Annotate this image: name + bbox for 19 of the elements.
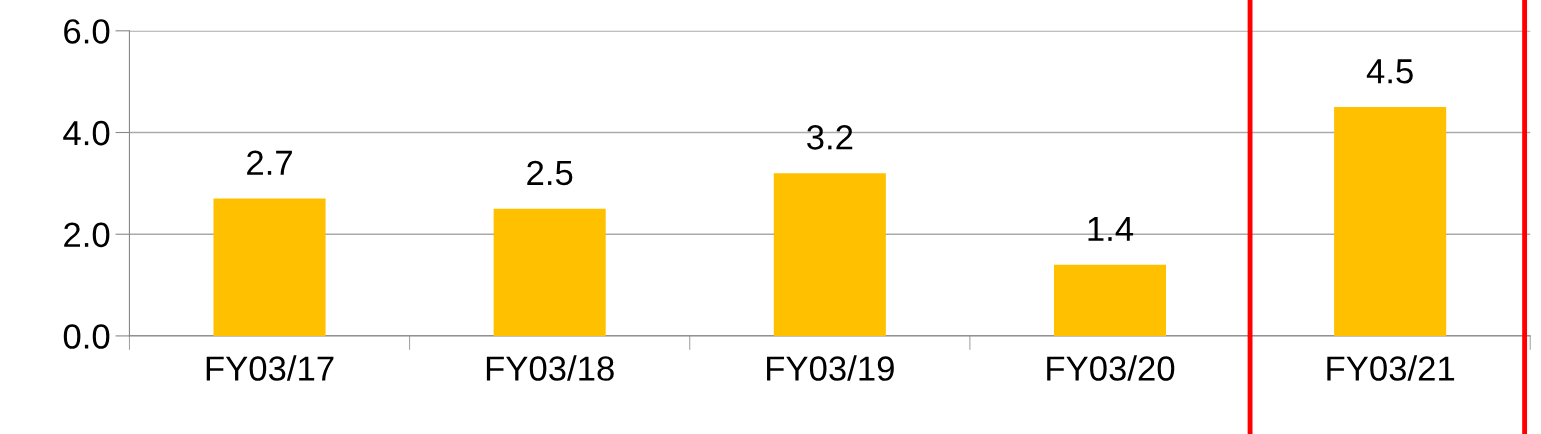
x-tick-label: FY03/20 bbox=[1047, 355, 1175, 381]
data-label: 1.4 bbox=[1088, 216, 1134, 241]
bar bbox=[493, 208, 606, 336]
data-label: 3.2 bbox=[807, 125, 853, 150]
y-tick-label: 6.0 bbox=[64, 19, 110, 44]
x-tick-label: FY03/18 bbox=[486, 355, 614, 381]
y-tick-label: 4.0 bbox=[63, 120, 110, 146]
data-label: 2.7 bbox=[247, 150, 292, 175]
data-label: 2.5 bbox=[527, 160, 573, 186]
x-tick-label: FY03/21 bbox=[1327, 355, 1455, 381]
bar bbox=[773, 173, 886, 336]
y-tick-label: 2.0 bbox=[64, 222, 110, 248]
bar bbox=[1053, 264, 1167, 336]
data-label: 4.5 bbox=[1366, 59, 1413, 84]
bar bbox=[213, 198, 326, 336]
y-tick-label: 0.0 bbox=[63, 324, 110, 349]
x-tick-label: FY03/19 bbox=[767, 355, 894, 381]
bar bbox=[1334, 107, 1447, 336]
x-tick-label: FY03/17 bbox=[206, 355, 334, 381]
